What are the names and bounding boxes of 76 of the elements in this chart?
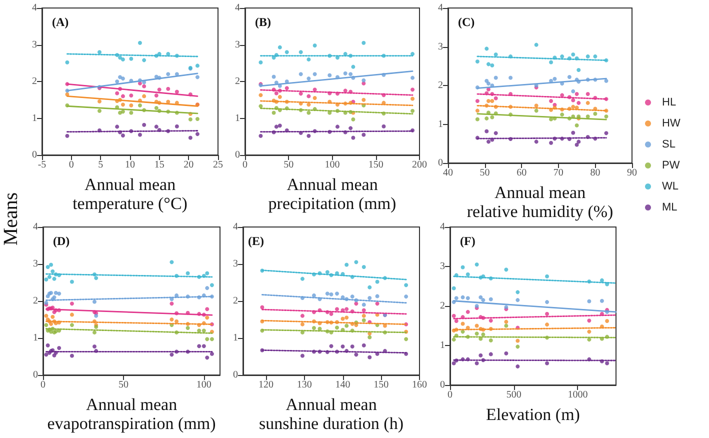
y-tick-label: 3	[233, 258, 238, 270]
x-tick-label: -5	[38, 160, 46, 170]
x-tick-label: 0	[242, 160, 248, 170]
legend-label: HL	[662, 96, 676, 108]
x-axis-title: Annual mean sunshine duration (h)	[259, 395, 404, 433]
y-tick-label: 0	[33, 370, 38, 380]
text: (D)	[53, 234, 70, 248]
legend-label: PW	[662, 160, 680, 172]
y-tick-label: 3	[33, 258, 38, 270]
y-tick-label: 4	[32, 2, 37, 14]
x-tick-label: 50	[118, 380, 128, 390]
legend-label: WL	[662, 180, 678, 192]
y-tick-label: 1	[33, 332, 38, 344]
y-tick-label: 3	[438, 41, 443, 52]
y-tick-label: 3	[235, 39, 240, 50]
text: (C)	[458, 15, 475, 29]
y-tick-label: 4	[33, 222, 38, 232]
x-tick-label: 140	[335, 380, 350, 390]
y-tick-label: 2	[438, 80, 443, 91]
y-tick-label: 3	[32, 39, 37, 50]
x-tick-label: 10	[125, 160, 135, 170]
x-tick-label: 0	[40, 380, 46, 390]
y-tick-label: 4	[233, 222, 238, 232]
y-tick-label: 3	[440, 261, 445, 272]
x-tick-label: 90	[627, 168, 637, 178]
x-tick-label: 100	[324, 160, 340, 170]
x-axis-title: Annual mean temperature (°C)	[72, 175, 188, 213]
y-tick-label: 4	[438, 2, 443, 14]
x-tick-label: 40	[443, 168, 453, 178]
y-tick-label: 2	[235, 76, 240, 87]
x-tick-label: 50	[480, 168, 490, 178]
y-tick-label: 2	[33, 296, 38, 306]
x-tick-label: 15	[154, 160, 164, 170]
x-tick-label: 1000	[568, 390, 588, 400]
x-axis-title: Annual mean precipitation (mm)	[268, 175, 396, 213]
x-tick-label: 0	[68, 160, 74, 170]
y-tick-label: 2	[32, 76, 37, 87]
x-tick-label: 160	[412, 380, 427, 390]
legend-label: HW	[662, 118, 681, 130]
x-tick-label: 120	[258, 380, 274, 390]
legend-label: ML	[662, 202, 678, 214]
y-tick-label: 0	[235, 150, 240, 160]
x-tick-label: 0	[448, 390, 452, 400]
text: (A)	[52, 15, 69, 29]
y-tick-label: 1	[32, 112, 37, 124]
legend-label: SL	[662, 138, 676, 150]
x-axis-title: Annual mean relative humidity (%)	[466, 183, 614, 221]
y-tick-label: 1	[438, 118, 443, 130]
y-tick-label: 4	[235, 2, 240, 14]
y-tick-label: 0	[32, 150, 37, 160]
y-axis-title: Means	[0, 191, 23, 248]
text: (B)	[255, 15, 271, 29]
x-tick-label: 5	[98, 160, 104, 170]
text: (F)	[460, 234, 476, 248]
x-tick-label: 70	[553, 168, 564, 178]
text: (E)	[248, 234, 264, 248]
x-tick-label: 200	[412, 160, 427, 170]
x-tick-label: 20	[184, 160, 194, 170]
x-tick-label: 60	[516, 168, 527, 178]
x-tick-label: 50	[284, 160, 294, 170]
y-tick-label: 1	[235, 112, 240, 124]
y-tick-label: 1	[440, 340, 445, 351]
x-tick-label: 100	[196, 380, 212, 390]
x-tick-label: 25	[213, 160, 223, 170]
y-tick-label: 2	[440, 300, 445, 312]
x-tick-label: 130	[296, 380, 312, 390]
x-tick-label: 150	[368, 160, 384, 170]
x-axis-title: Annual mean evapotranspiration (mm)	[47, 395, 216, 433]
x-tick-label: 80	[590, 168, 600, 178]
y-tick-label: 2	[233, 296, 238, 306]
y-tick-label: 0	[233, 370, 238, 380]
y-tick-label: 4	[440, 222, 445, 232]
x-tick-label: 150	[374, 380, 389, 390]
x-axis-title: Elevation (m)	[486, 405, 580, 424]
x-tick-label: 500	[506, 390, 522, 400]
y-tick-label: 1	[233, 332, 238, 344]
